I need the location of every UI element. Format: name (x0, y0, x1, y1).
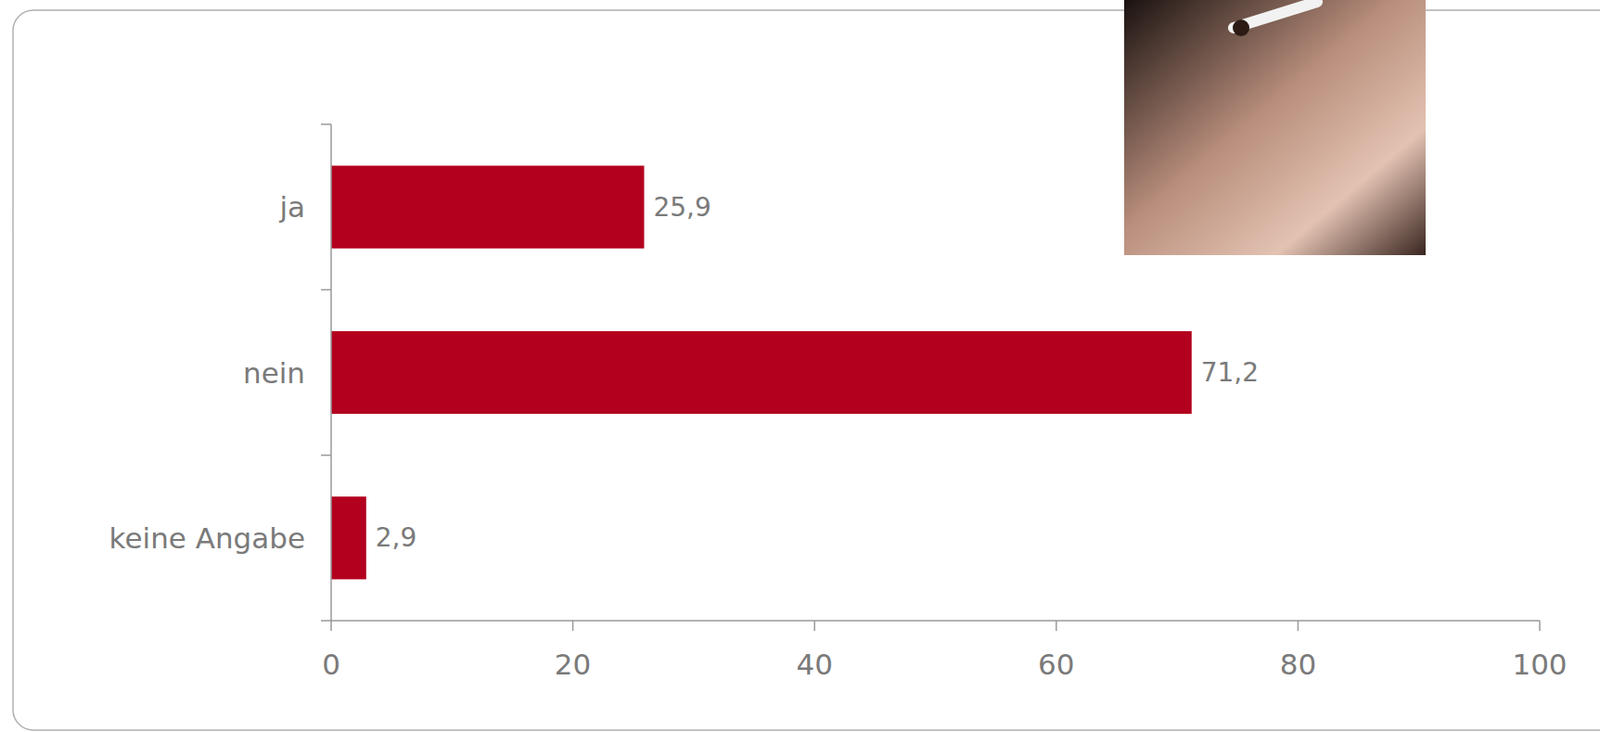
category-tick (320, 619, 332, 622)
x-tick-label: 100 (1511, 647, 1567, 681)
category-label: ja (278, 190, 306, 224)
x-tick (330, 620, 333, 631)
x-tick (1055, 620, 1058, 631)
chart: ja nein keine Angabe 25,9 71,2 2,9 0 20 40 60 80 10… (0, 0, 1600, 732)
bars (331, 166, 1192, 580)
bar (331, 166, 644, 249)
category-tick (320, 289, 332, 292)
bar (331, 331, 1192, 414)
x-tick-label: 80 (1280, 647, 1317, 681)
bar (331, 496, 367, 579)
y-axis (330, 124, 333, 621)
photo (1124, 0, 1426, 256)
category-tick (320, 454, 332, 457)
x-tick-label: 40 (795, 647, 832, 681)
category-label: keine Angabe (109, 521, 306, 555)
photo-ember (1232, 19, 1250, 37)
x-tick-label: 0 (321, 647, 341, 681)
x-tick (1297, 620, 1300, 631)
x-tick (1538, 620, 1541, 631)
x-axis (331, 619, 1540, 622)
category-label: nein (243, 356, 306, 390)
category-tick (320, 123, 332, 126)
x-tick (572, 620, 575, 631)
data-label: 25,9 (652, 192, 711, 223)
x-tick-label: 20 (554, 647, 591, 681)
x-tick (813, 620, 816, 631)
data-label: 2,9 (375, 522, 418, 553)
x-tick-label: 60 (1037, 647, 1075, 681)
data-label: 71,2 (1201, 357, 1259, 388)
